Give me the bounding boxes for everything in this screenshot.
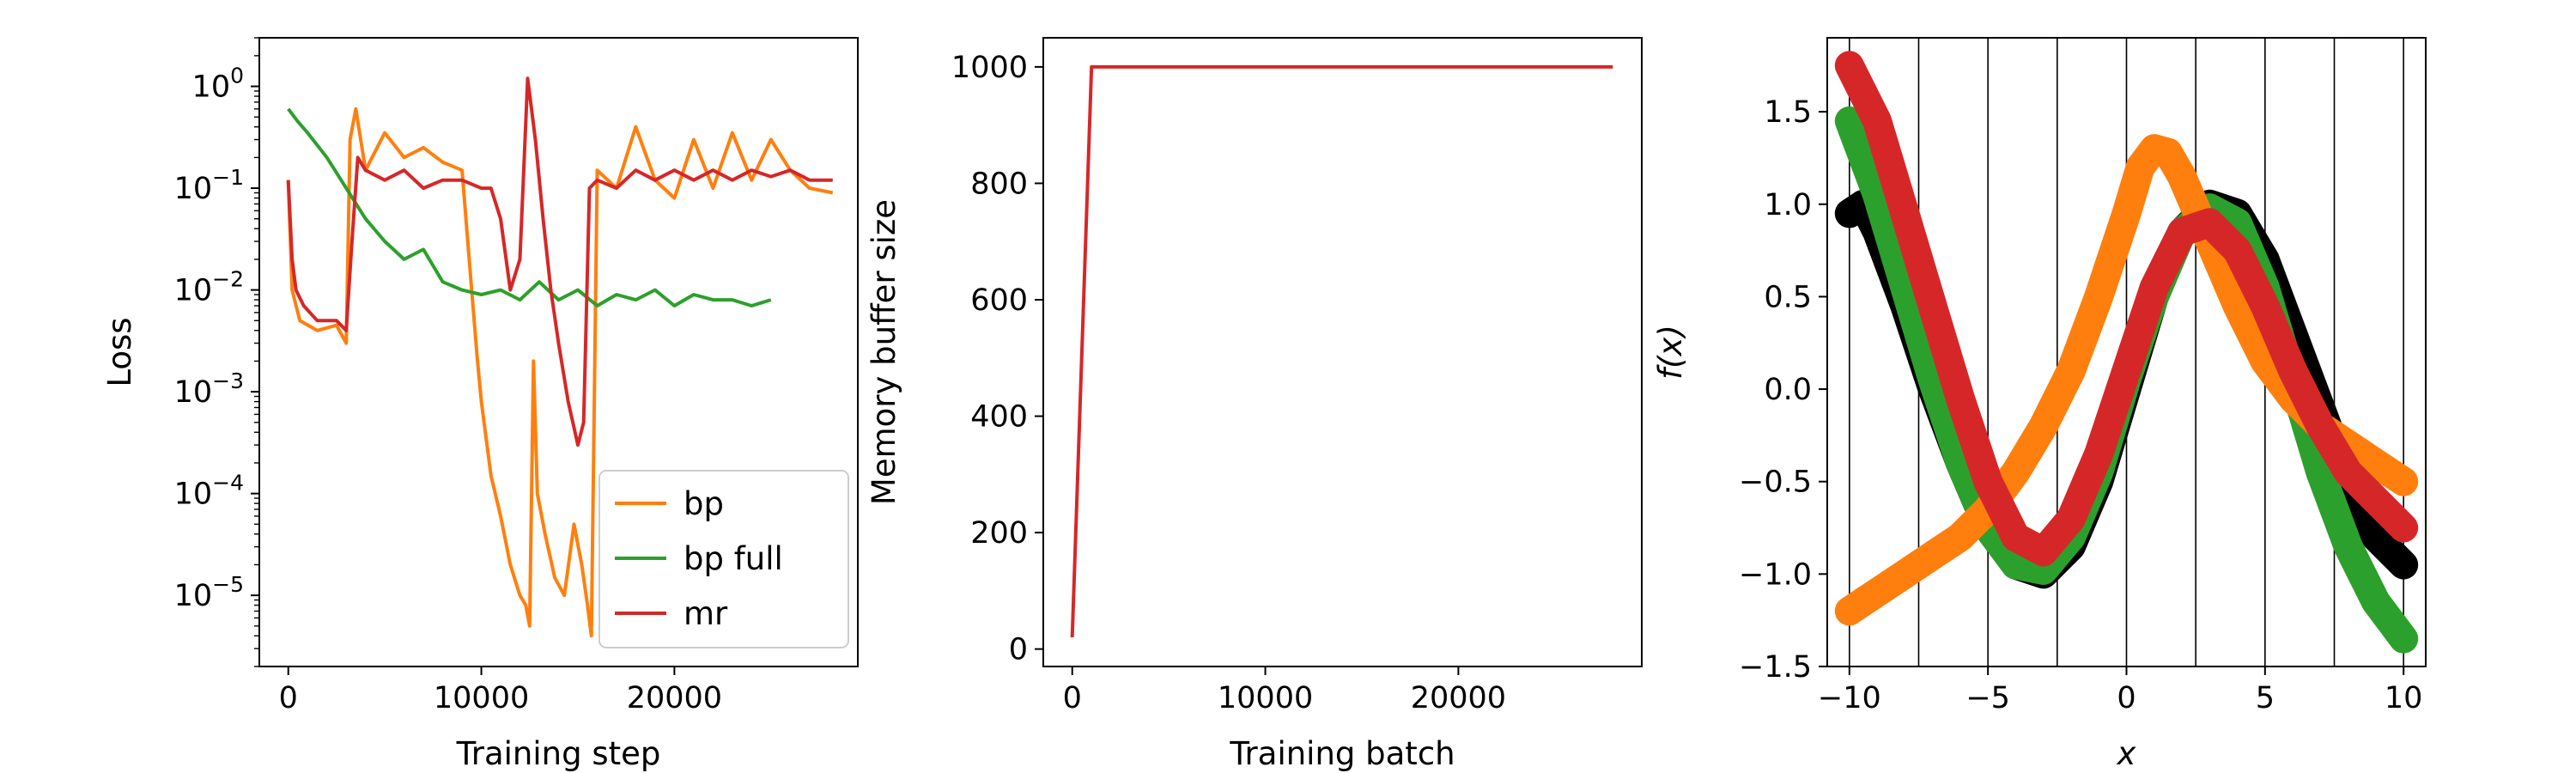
y-tick-label: 10−5 — [174, 572, 244, 613]
series-series-3 — [1834, 51, 2419, 567]
y-tick-label: 10−4 — [174, 471, 244, 512]
x-tick-label: 10000 — [434, 681, 529, 715]
y-tick-label: 100 — [192, 64, 244, 105]
y-tick-label: 1.5 — [1764, 95, 1812, 130]
loss-chart: 0 10000 20000 10−5 10−4 10−3 10−2 10−1 100 Traini… — [101, 37, 859, 772]
y-tick-label: 800 — [970, 167, 1028, 201]
memory-buffer-chart: 0 10000 20000 0 200 400 600 800 1000 Training bat… — [866, 37, 1643, 772]
x-tick-label: 0 — [1063, 681, 1082, 715]
y-tick-label: 10−1 — [174, 165, 244, 206]
y-tick-label: 600 — [970, 283, 1028, 318]
x-tick-label: 0 — [279, 681, 298, 715]
x-tick-label: −5 — [1965, 681, 2010, 715]
y-axis-label: Loss — [101, 317, 138, 386]
y-tick-label: 1.0 — [1764, 188, 1812, 222]
legend-entry: bp full — [683, 540, 783, 577]
plot-area — [286, 76, 834, 638]
x-axis-label: x — [2117, 735, 2137, 772]
series-line-bp — [286, 107, 834, 638]
x-tick-label: 20000 — [1411, 681, 1506, 715]
legend-entry: mr — [683, 595, 728, 632]
x-tick-label: 0 — [2117, 681, 2136, 715]
y-tick-label: 0.0 — [1764, 373, 1812, 407]
x-axis-label: Training batch — [1229, 735, 1455, 772]
x-axis-label: Training step — [456, 735, 661, 772]
y-tick-label: 0.5 — [1764, 280, 1812, 314]
series-line-series-0 — [1070, 64, 1613, 638]
x-tick-label: 10000 — [1218, 681, 1313, 715]
y-tick-label: 1000 — [951, 51, 1028, 85]
y-tick-label: 200 — [970, 516, 1028, 551]
y-axis-label: Memory buffer size — [866, 199, 902, 505]
plot-area — [1834, 38, 2419, 666]
y-axis-label: f(x) — [1652, 325, 1689, 380]
y-tick-label: −1.5 — [1739, 650, 1812, 685]
series-line-mr — [286, 76, 833, 447]
plot-area — [1070, 64, 1613, 638]
legend-entry: bp — [683, 485, 724, 522]
y-tick-label: 10−2 — [174, 267, 244, 308]
y-tick-label: 400 — [970, 400, 1028, 435]
x-tick-label: 5 — [2256, 681, 2275, 715]
y-tick-label: −0.5 — [1739, 466, 1812, 500]
x-tick-label: 20000 — [627, 681, 722, 715]
x-tick-label: −10 — [1818, 681, 1881, 715]
y-tick-label: 10−3 — [174, 368, 244, 410]
axes-frame — [258, 37, 859, 667]
y-tick-label: −1.0 — [1739, 557, 1812, 592]
legend-box — [598, 470, 849, 648]
legend: bp bp full mr — [598, 470, 849, 648]
series-line-bp-full — [287, 107, 772, 307]
y-tick-label: 0 — [1009, 633, 1028, 667]
function-fit-chart: −10 −5 0 5 10 −1.5 −1.0 −0.5 0.0 0.5 1.0 1.5 x f(x) — [1652, 37, 2427, 772]
axes-frame — [1042, 37, 1643, 667]
x-tick-label: 10 — [2385, 681, 2423, 715]
